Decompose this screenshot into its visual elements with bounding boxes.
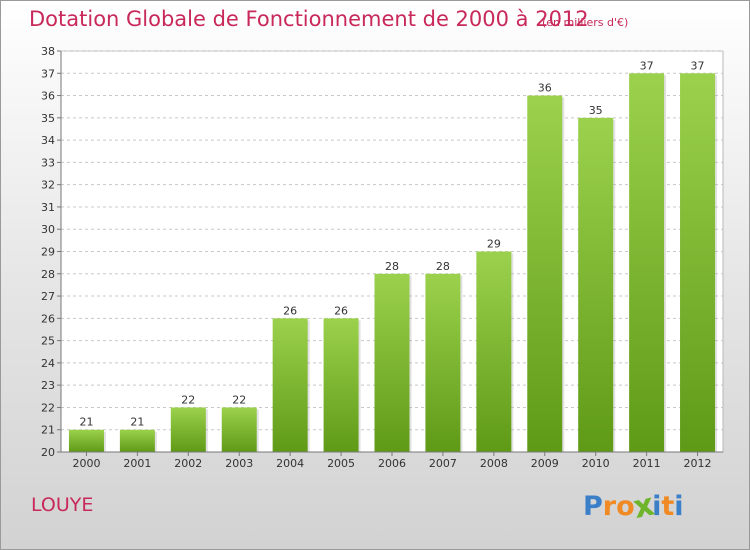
data-label: 29	[487, 238, 501, 251]
x-tick-label: 2008	[480, 457, 508, 470]
y-tick-label: 27	[41, 290, 55, 303]
bar	[119, 429, 155, 452]
x-tick-label: 2001	[123, 457, 151, 470]
data-label: 26	[283, 304, 297, 317]
data-label: 22	[232, 393, 246, 406]
proxiti-logo: Proxiti	[583, 487, 684, 526]
logo-letter: o	[616, 491, 635, 522]
y-tick-label: 36	[41, 90, 55, 103]
bar	[527, 95, 563, 453]
bar	[476, 251, 512, 452]
data-label: 28	[385, 260, 399, 273]
y-tick-label: 24	[41, 357, 55, 370]
bar	[68, 429, 104, 452]
x-tick-label: 2011	[633, 457, 661, 470]
y-tick-label: 33	[41, 156, 55, 169]
bar	[272, 318, 308, 452]
logo-letter: i	[674, 491, 684, 522]
data-label: 28	[436, 260, 450, 273]
x-tick-label: 2012	[684, 457, 712, 470]
data-label: 22	[181, 393, 195, 406]
logo-letter: t	[661, 491, 675, 522]
y-tick-label: 31	[41, 201, 55, 214]
bar	[374, 273, 410, 452]
bar	[629, 73, 665, 453]
y-tick-label: 29	[41, 246, 55, 259]
y-tick-label: 28	[41, 268, 55, 281]
logo-letter: r	[602, 491, 617, 522]
data-label: 26	[334, 304, 348, 317]
y-tick-label: 26	[41, 312, 55, 325]
y-tick-label: 22	[41, 401, 55, 414]
y-tick-label: 21	[41, 424, 55, 437]
y-tick-label: 30	[41, 223, 55, 236]
data-label: 37	[691, 59, 705, 72]
y-tick-label: 37	[41, 67, 55, 80]
x-tick-label: 2002	[174, 457, 202, 470]
y-tick-label: 25	[41, 335, 55, 348]
chart-title: Dotation Globale de Fonctionnement de 20…	[29, 7, 589, 31]
data-label: 36	[538, 82, 552, 95]
y-tick-label: 20	[41, 446, 55, 459]
bar	[323, 318, 359, 452]
bar	[425, 273, 461, 452]
x-tick-label: 2009	[531, 457, 559, 470]
data-label: 21	[79, 416, 93, 429]
data-label: 37	[640, 59, 654, 72]
bar	[680, 73, 716, 453]
data-label: 21	[130, 416, 144, 429]
x-tick-label: 2004	[276, 457, 304, 470]
x-tick-label: 2010	[582, 457, 610, 470]
x-tick-label: 2005	[327, 457, 355, 470]
commune-name: LOUYE	[31, 494, 94, 516]
y-tick-label: 35	[41, 112, 55, 125]
x-tick-label: 2003	[225, 457, 253, 470]
y-tick-label: 38	[41, 45, 55, 58]
bar	[221, 407, 257, 452]
data-label: 35	[589, 104, 603, 117]
x-tick-label: 2000	[72, 457, 100, 470]
logo-letter: P	[583, 491, 603, 522]
x-tick-label: 2006	[378, 457, 406, 470]
chart-subtitle: (en milliers d'€)	[542, 16, 629, 29]
y-tick-label: 34	[41, 134, 55, 147]
logo-letter: i	[652, 491, 662, 522]
x-tick-label: 2007	[429, 457, 457, 470]
bar	[578, 117, 614, 452]
bar	[170, 407, 206, 452]
y-tick-label: 23	[41, 379, 55, 392]
y-tick-label: 32	[41, 179, 55, 192]
